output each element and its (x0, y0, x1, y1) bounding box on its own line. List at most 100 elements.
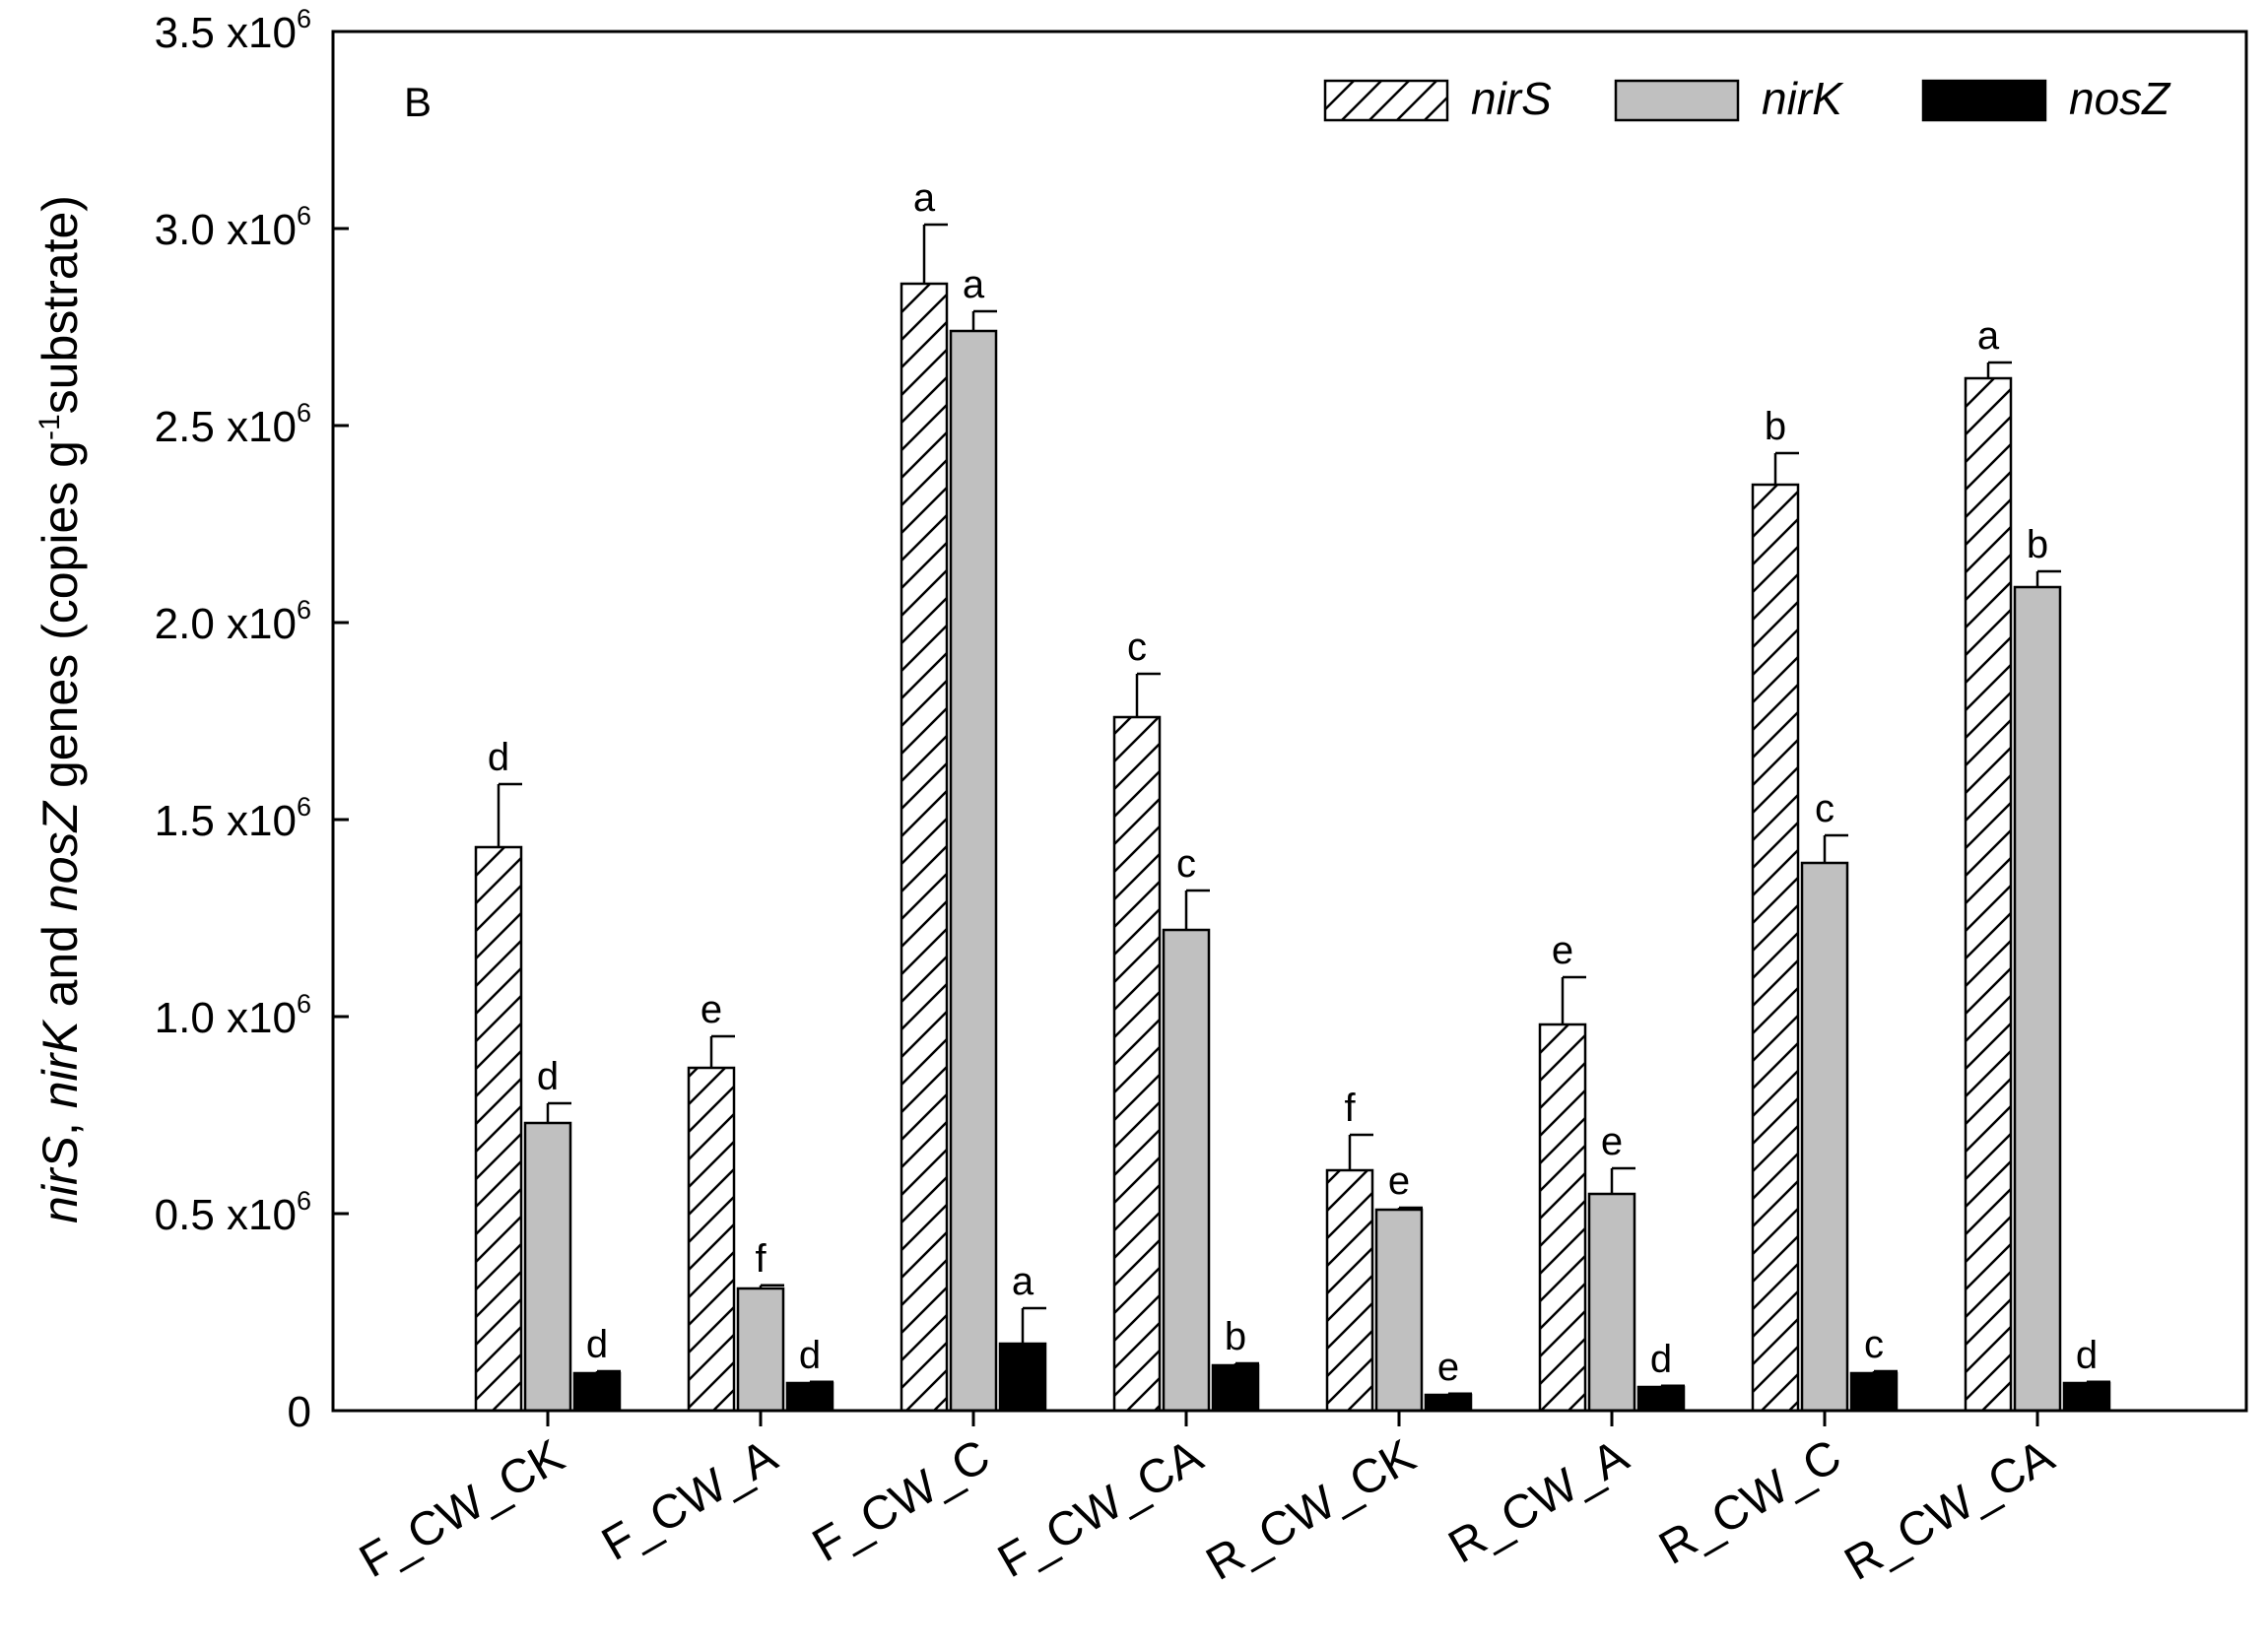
y-tick-mantissa: 1.0 x10 (155, 994, 297, 1042)
x-category-label: F_CW_C (804, 1430, 998, 1573)
significance-letter: d (488, 736, 509, 779)
y-axis-label-sep1: , (33, 1108, 88, 1136)
legend-label-nirK: nirK (1762, 73, 1844, 124)
significance-letter: a (1012, 1260, 1034, 1303)
bar-nirS (1538, 1023, 1587, 1413)
significance-letter: f (755, 1237, 767, 1281)
bar-nosZ (1849, 1371, 1899, 1413)
y-tick-label: 3.0 x106 (155, 201, 311, 254)
y-tick-exponent: 6 (297, 792, 311, 822)
bar-nosZ (785, 1381, 834, 1413)
bar-nirS (687, 1066, 736, 1413)
bar-nirS (1325, 1168, 1374, 1413)
x-category-label: F_CW_CA (989, 1430, 1211, 1589)
y-tick-label: 1.5 x106 (155, 792, 311, 845)
significance-letter: a (1977, 314, 2000, 358)
y-tick-label: 3.5 x106 (155, 4, 311, 57)
y-tick-mantissa: 1.5 x10 (155, 797, 297, 845)
legend-swatch-nirK (1614, 79, 1740, 122)
y-tick-exponent: 6 (297, 201, 311, 231)
bar-nirS (1964, 376, 2013, 1413)
bar-nirS (1112, 715, 1162, 1413)
y-tick-exponent: 6 (297, 989, 311, 1019)
y-tick-label: 2.5 x106 (155, 398, 311, 451)
significance-letter: b (1765, 405, 1786, 448)
bar-nirK (2013, 585, 2062, 1413)
y-axis-label-rest: genes (copies g (33, 440, 88, 802)
bar-nirK (523, 1121, 572, 1413)
bar-nosZ (1636, 1385, 1686, 1413)
x-category-label: F_CW_A (593, 1430, 785, 1571)
plot-frame (331, 30, 2248, 1413)
significance-letter: d (2076, 1334, 2098, 1377)
y-tick-mantissa: 0 (288, 1388, 311, 1436)
significance-letter: b (1225, 1315, 1246, 1358)
x-category-label: R_CW_CK (1198, 1430, 1425, 1591)
bar-nirS (1751, 483, 1800, 1413)
y-axis-label-end: substrate) (33, 195, 88, 414)
significance-letter: c (1815, 787, 1834, 830)
x-category-label: F_CW_CK (351, 1430, 572, 1589)
bar-nirK (1800, 861, 1849, 1413)
bar-nosZ (572, 1371, 622, 1413)
significance-letter: a (913, 176, 936, 220)
significance-letter: e (1388, 1159, 1410, 1203)
significance-letter: e (1552, 929, 1573, 972)
significance-letter: d (1650, 1338, 1672, 1381)
y-axis-label-sep2: and (33, 911, 88, 1021)
significance-letter: c (1864, 1323, 1884, 1366)
significance-letter: d (799, 1334, 821, 1377)
significance-letter: d (586, 1323, 608, 1366)
y-tick-exponent: 6 (297, 4, 311, 33)
significance-letter: a (963, 263, 985, 306)
y-tick-mantissa: 0.5 x10 (155, 1191, 297, 1239)
y-tick-exponent: 6 (297, 595, 311, 625)
y-tick-label: 1.0 x106 (155, 989, 311, 1042)
bar-nirK (1587, 1192, 1636, 1413)
bar-nosZ (1211, 1363, 1260, 1413)
significance-letter: d (537, 1055, 559, 1098)
bar-nosZ (1424, 1393, 1473, 1413)
bar-nirK (949, 329, 998, 1413)
significance-letter: e (700, 988, 722, 1031)
y-tick-label: 0.5 x106 (155, 1186, 311, 1239)
significance-letter: f (1344, 1087, 1356, 1130)
y-tick-exponent: 6 (297, 398, 311, 428)
bar-nirK (1162, 928, 1211, 1413)
y-tick-label: 0 (288, 1388, 311, 1436)
significance-letter: c (1127, 626, 1147, 669)
x-category-label: R_CW_A (1440, 1430, 1637, 1574)
y-axis-label-gene3: nosZ (33, 801, 88, 912)
bar-nosZ (998, 1342, 1047, 1413)
y-axis-label-gene2: nirK (33, 1019, 88, 1109)
legend-swatch-nosZ (1921, 79, 2047, 122)
bar-nosZ (2062, 1381, 2111, 1413)
y-axis-label-sup: -1 (33, 414, 66, 440)
panel-label: B (404, 79, 432, 125)
significance-letter: c (1176, 842, 1196, 886)
bar-nirK (736, 1287, 785, 1413)
significance-letter: b (2027, 523, 2048, 566)
y-tick-mantissa: 2.0 x10 (155, 600, 297, 648)
y-tick-mantissa: 3.0 x10 (155, 206, 297, 254)
x-category-label: R_CW_C (1650, 1430, 1849, 1575)
legend: nirS nirK nosZ (1323, 73, 2171, 124)
bar-nirK (1374, 1208, 1424, 1413)
y-tick-mantissa: 3.5 x10 (155, 9, 297, 57)
significance-letter: e (1601, 1120, 1623, 1163)
bar-nirS (474, 845, 523, 1413)
y-tick-label: 2.0 x106 (155, 595, 311, 648)
y-tick-mantissa: 2.5 x10 (155, 403, 297, 451)
legend-label-nosZ: nosZ (2069, 73, 2171, 124)
significance-letter: e (1437, 1346, 1459, 1389)
legend-swatch-nirS (1323, 79, 1449, 122)
x-category-label: R_CW_CA (1836, 1430, 2063, 1591)
y-axis-label: nirS, nirK and nosZ genes (copies g-1sub… (33, 195, 88, 1223)
legend-label-nirS: nirS (1471, 73, 1552, 124)
x-axis-labels: F_CW_CK F_CW_A F_CW_CF_CW_CAR_CW_CK R_CW_A R… (351, 1411, 2063, 1591)
y-tick-exponent: 6 (297, 1186, 311, 1216)
bar-nirS (900, 282, 949, 1413)
